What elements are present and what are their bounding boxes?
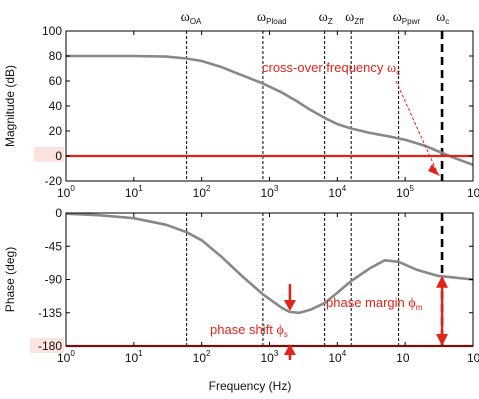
magnitude-axes-frame (65, 30, 474, 182)
x-axis-title: Frequency (Hz) (209, 379, 292, 393)
magnitude-xtick-label: 10 (467, 186, 479, 200)
magnitude-ytick-label: -20 (45, 174, 63, 188)
marker-label-zff: ωZff (345, 10, 364, 26)
marker-label-ppwr: ωPpwr (393, 10, 421, 26)
phase-xtick-label: 102 (193, 349, 211, 365)
phase-shift-annotation: phase shift ϕs (210, 322, 288, 339)
phase-shift-arrowhead-top (283, 300, 296, 312)
magnitude-ytick-label: 100 (42, 24, 62, 38)
phase-margin-arrowhead-down (436, 334, 449, 346)
phase-ytick-label: 0 (55, 206, 62, 220)
magnitude-xtick-label: 100 (57, 184, 75, 200)
magnitude-ylabel: Magnitude (dB) (3, 65, 17, 147)
phase-margin-annotation: phase margin ϕm (326, 295, 423, 312)
crossover-annotation: cross-over frequency ωc (262, 60, 400, 77)
marker-label-oa: ωOA (181, 10, 202, 26)
magnitude-ytick-label: 20 (49, 124, 63, 138)
phase-shift-arrowhead-bottom (283, 344, 296, 355)
phase-response-curve (65, 212, 474, 315)
magnitude-xtick-label: 104 (328, 184, 346, 200)
phase-ylabel: Phase (deg) (3, 247, 17, 312)
magnitude-ytick-label: 40 (49, 99, 63, 113)
phase-xtick-label: 101 (125, 349, 143, 365)
magnitude-response-curve (66, 54, 474, 167)
phase-margin-arrowhead-up (436, 275, 449, 288)
marker-label-c: ωc (436, 10, 449, 26)
magnitude-ytick-label: 80 (49, 49, 63, 63)
minus180-label-highlight (30, 338, 64, 353)
phase-xtick-label: 100 (57, 349, 75, 365)
magnitude-xtick-label: 103 (261, 184, 279, 200)
phase-ytick-label: -135 (38, 306, 62, 320)
magnitude-ytick-label: 0 (55, 149, 62, 163)
magnitude-ytick-label: 60 (49, 74, 63, 88)
phase-ytick-label: -90 (45, 273, 63, 287)
magnitude-xtick-label: 102 (193, 184, 211, 200)
magnitude-xtick-label: 101 (125, 184, 143, 200)
phase-ytick-label: -45 (45, 239, 63, 253)
phase-ytick-label: -180 (38, 339, 62, 353)
zero-label-highlight (34, 147, 64, 162)
crossover-arrow-line (395, 80, 438, 173)
phase-xtick-label: 104 (328, 349, 346, 365)
crossover-arrowhead (428, 164, 441, 176)
phase-xtick-label: 10 (396, 351, 410, 365)
phase-xtick-label: 103 (261, 349, 279, 365)
magnitude-xtick-label: 105 (396, 184, 414, 200)
marker-label-z: ωZ (319, 10, 333, 26)
phase-xtick-label: 10 (467, 351, 479, 365)
marker-label-pload: ωPload (257, 10, 287, 26)
